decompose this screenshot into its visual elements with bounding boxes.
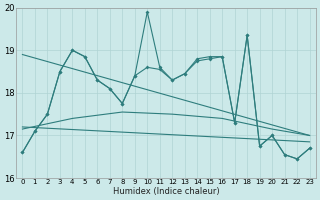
X-axis label: Humidex (Indice chaleur): Humidex (Indice chaleur) [113, 187, 219, 196]
